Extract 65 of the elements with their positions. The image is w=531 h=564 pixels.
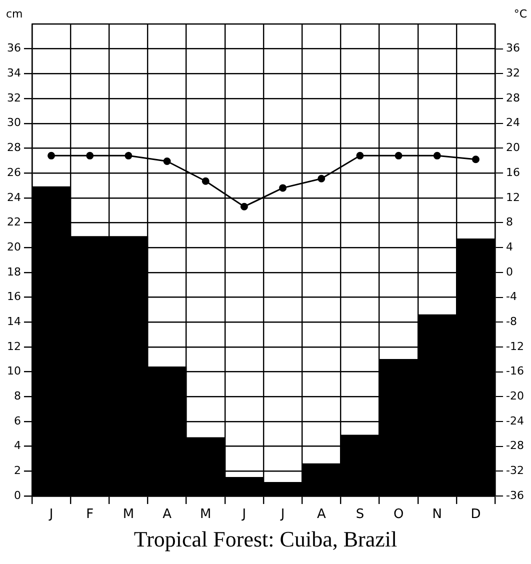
point <box>124 152 132 160</box>
x-tick-label: S <box>356 507 364 522</box>
y-tick-label: 10 <box>6 364 21 378</box>
x-tick-label: J <box>280 507 285 522</box>
y2-tick-label: 24 <box>506 116 520 130</box>
point <box>394 152 402 160</box>
y2-tick-label: 28 <box>506 91 520 104</box>
y2-tick-label: 4 <box>506 240 514 254</box>
y2-tick-label: -16 <box>506 364 524 378</box>
y2-tick-label: 12 <box>506 190 520 204</box>
y-tick-label: 30 <box>6 116 21 130</box>
y-tick-label: 6 <box>14 414 21 428</box>
y2-tick-label: 36 <box>506 42 520 55</box>
y2-tick-label: -8 <box>506 314 518 328</box>
y-tick-label: 18 <box>6 265 21 278</box>
y-tick-label: 8 <box>14 389 21 402</box>
x-tick-label: J <box>48 507 54 522</box>
y2-tick-label: -28 <box>506 439 524 452</box>
y2-tick-label: -24 <box>506 414 524 428</box>
y2-tick-label: 8 <box>506 216 514 229</box>
point <box>433 152 441 160</box>
y-tick-label: 20 <box>6 240 21 254</box>
text: Tropical Forest: Cuiba, Brazil <box>134 526 398 552</box>
x-tick-label: N <box>432 507 442 522</box>
x-tick-label: M <box>200 507 212 522</box>
y-tick-label: 12 <box>6 340 21 353</box>
y2-tick-label: -36 <box>506 488 524 502</box>
y-tick-label: 34 <box>6 66 21 80</box>
y2-tick-label: -20 <box>506 389 524 402</box>
point <box>48 152 56 160</box>
x-tick-label: A <box>316 507 326 522</box>
point <box>240 202 248 210</box>
y-tick-label: 36 <box>6 42 21 55</box>
point <box>86 152 94 160</box>
x-tick-label: A <box>162 507 172 522</box>
point <box>279 184 287 192</box>
y2-tick-label: 16 <box>506 166 520 179</box>
point <box>163 158 171 166</box>
y2-axis-title: °C <box>514 7 528 20</box>
y-tick-label: 32 <box>6 91 21 104</box>
point <box>356 152 364 160</box>
y-tick-label: 16 <box>6 290 21 304</box>
y2-tick-label: -4 <box>506 290 518 304</box>
y-tick-label: 26 <box>6 166 21 179</box>
y-tick-label: 22 <box>6 216 21 229</box>
point <box>472 156 480 164</box>
y-axis-title: cm <box>6 7 23 20</box>
point <box>202 177 210 185</box>
y-tick-label: 2 <box>14 464 21 478</box>
x-tick-label: O <box>393 507 404 522</box>
y2-tick-label: -32 <box>506 464 524 478</box>
y2-tick-label: 0 <box>506 265 514 278</box>
x-tick-label: M <box>122 507 134 522</box>
x-tick-label: D <box>470 507 481 522</box>
y2-tick-label: 32 <box>506 66 520 80</box>
y2-tick-label: 20 <box>506 141 520 154</box>
x-tick-label: F <box>86 507 94 522</box>
y2-tick-label: -12 <box>506 340 524 353</box>
x-tick-label: J <box>241 507 246 522</box>
y-tick-label: 0 <box>14 488 21 502</box>
y-tick-label: 4 <box>14 439 21 452</box>
y-tick-label: 24 <box>6 190 21 204</box>
point <box>318 174 326 182</box>
y-tick-label: 14 <box>6 314 21 328</box>
y-tick-label: 28 <box>6 141 21 154</box>
